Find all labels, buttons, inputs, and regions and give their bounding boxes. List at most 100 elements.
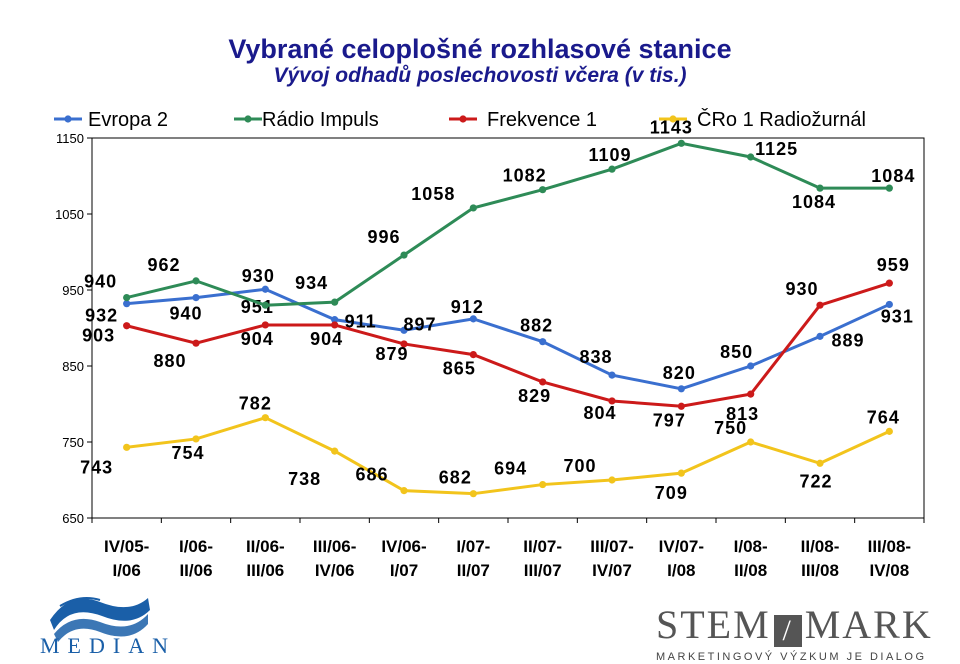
series-line <box>126 287 890 391</box>
y-tick-label: 750 <box>62 435 84 450</box>
data-point <box>539 186 547 194</box>
data-label: 882 <box>520 316 553 336</box>
data-label: 996 <box>367 227 400 247</box>
data-label: 750 <box>714 418 747 438</box>
data-label: 797 <box>653 410 686 430</box>
data-label: 889 <box>831 330 864 350</box>
chart-subtitle: Vývoj odhadů poslechovosti včera (v tis.… <box>273 64 687 87</box>
data-point <box>400 487 408 495</box>
data-label: 709 <box>655 483 688 503</box>
data-point <box>123 443 131 451</box>
data-label: 940 <box>84 272 117 292</box>
data-point <box>816 301 824 309</box>
data-label: 931 <box>881 306 914 326</box>
y-tick-label: 650 <box>62 511 84 526</box>
stemmark-logo-mark: MARK <box>804 602 933 647</box>
chart-title: Vybrané celoplošné rozhlasové stanice <box>228 34 732 64</box>
data-label: 700 <box>563 456 596 476</box>
legend-marker <box>244 115 252 123</box>
data-point <box>400 340 408 348</box>
x-tick-label: II/06-III/06 <box>246 537 285 580</box>
stemmark-tagline: MARKETINGOVÝ VÝZKUM JE DIALOG <box>656 651 927 663</box>
y-tick-label: 1150 <box>56 131 84 146</box>
data-label: 959 <box>877 255 910 275</box>
data-label: 1084 <box>871 166 915 186</box>
data-label: 829 <box>518 386 551 406</box>
data-point <box>192 294 200 302</box>
data-point <box>608 371 616 379</box>
data-point <box>123 300 131 308</box>
data-label: 686 <box>355 465 388 485</box>
data-point <box>608 476 616 484</box>
x-tick-label: II/08-III/08 <box>801 537 840 580</box>
data-label: 782 <box>239 394 272 414</box>
data-label: 804 <box>583 403 616 423</box>
x-tick-label: I/07-II/07 <box>456 537 490 580</box>
legend-marker <box>64 115 72 123</box>
stemmark-logo-stem: STEM <box>656 602 771 647</box>
data-point <box>331 321 339 329</box>
legend-marker <box>669 115 677 123</box>
data-point <box>192 339 200 347</box>
data-label: 962 <box>147 255 180 275</box>
y-tick-label: 950 <box>62 283 84 298</box>
data-point <box>261 301 269 309</box>
data-label: 682 <box>439 468 472 488</box>
data-point <box>747 153 755 161</box>
data-label: 865 <box>443 359 476 379</box>
data-point <box>261 414 269 422</box>
data-point <box>677 139 685 147</box>
legend-label: Evropa 2 <box>88 109 168 131</box>
data-point <box>816 332 824 340</box>
data-label: 903 <box>82 326 115 346</box>
data-point <box>816 459 824 467</box>
data-label: 1143 <box>650 117 693 137</box>
x-tick-label: I/08-II/08 <box>734 537 768 580</box>
data-point <box>677 402 685 410</box>
data-point <box>400 251 408 259</box>
x-tick-label: I/06-II/06 <box>179 537 213 580</box>
data-label: 911 <box>345 312 377 332</box>
data-label: 743 <box>80 457 113 477</box>
data-point <box>123 322 131 330</box>
data-point <box>747 362 755 370</box>
data-point <box>331 447 339 455</box>
data-label: 1084 <box>792 192 836 212</box>
data-point <box>261 285 269 293</box>
data-label: 897 <box>403 314 436 334</box>
x-tick-label: III/07-IV/07 <box>590 537 633 580</box>
data-label: 940 <box>169 304 202 324</box>
data-point <box>747 390 755 398</box>
data-label: 764 <box>867 407 900 427</box>
x-tick-label: IV/07-I/08 <box>659 537 704 580</box>
data-point <box>677 469 685 477</box>
data-label: 838 <box>579 347 612 367</box>
data-label: 880 <box>153 351 186 371</box>
data-point <box>885 427 893 435</box>
data-point <box>192 435 200 443</box>
data-label: 722 <box>799 471 832 491</box>
data-label: 904 <box>241 329 274 349</box>
y-tick-label: 850 <box>62 359 84 374</box>
data-point <box>885 279 893 287</box>
data-label: 850 <box>720 342 753 362</box>
data-point <box>261 321 269 329</box>
data-label: 912 <box>451 297 484 317</box>
data-point <box>469 490 477 498</box>
data-point <box>469 315 477 323</box>
data-label: 1109 <box>588 145 631 165</box>
data-point <box>816 184 824 192</box>
x-tick-label: IV/05-I/06 <box>104 537 149 580</box>
median-logo-text: MEDIAN <box>40 633 176 658</box>
legend-label: Rádio Impuls <box>262 109 379 131</box>
data-point <box>885 184 893 192</box>
data-point <box>539 338 547 346</box>
data-point <box>677 385 685 393</box>
median-logo-mark <box>50 597 150 642</box>
legend-label: Frekvence 1 <box>487 109 597 131</box>
y-tick-label: 1050 <box>55 207 84 222</box>
stemmark-logo-slash-icon: / <box>773 615 802 647</box>
data-point <box>608 397 616 405</box>
series-line <box>126 281 890 408</box>
